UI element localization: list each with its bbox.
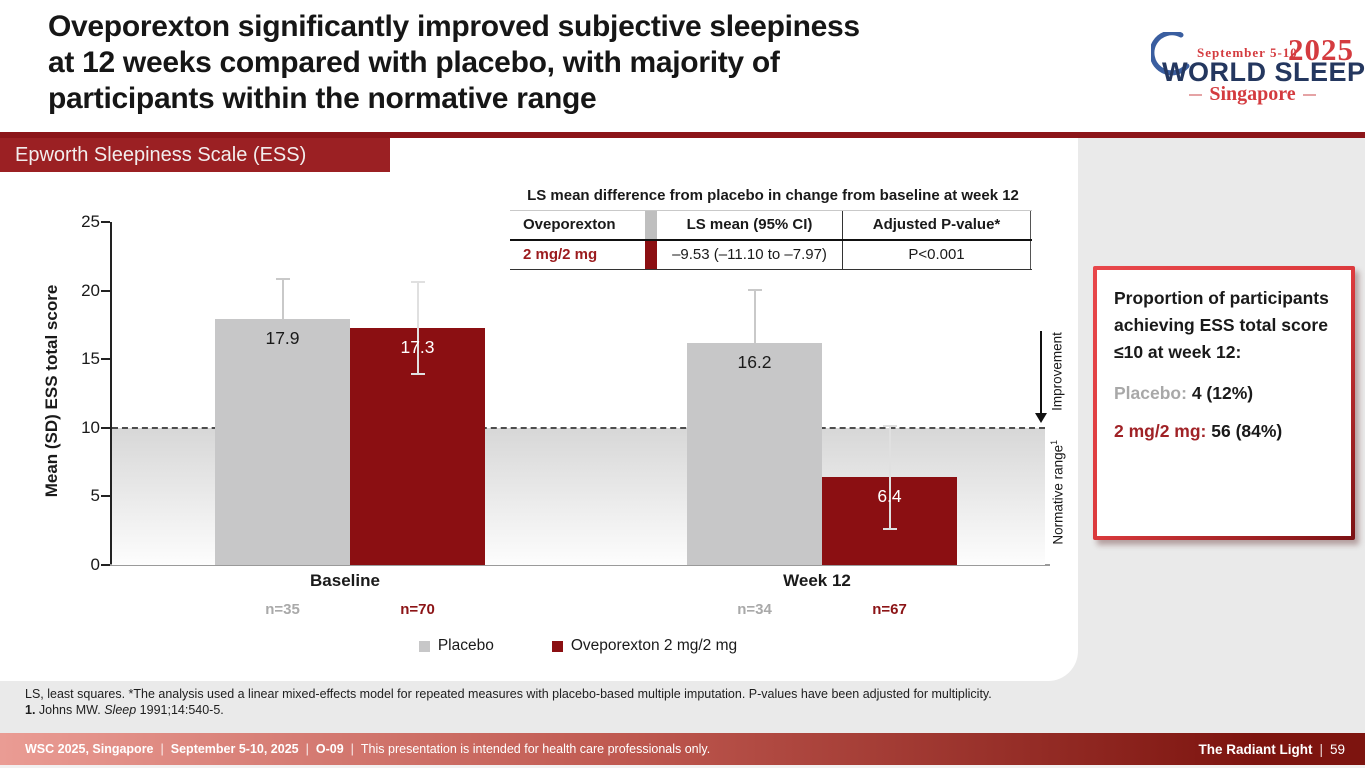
reference-journal: Sleep <box>104 703 137 717</box>
footnote-line2: 1. Johns MW. Sleep 1991;14:540-5. <box>25 702 992 718</box>
world-sleep-logo: September 5-10 2025 WORLD SLEEP Singapor… <box>1145 28 1365 108</box>
side-panel-heading: Proportion of participants achieving ESS… <box>1114 288 1329 362</box>
logo-dates: September 5-10 <box>1197 45 1298 60</box>
footer-session-code: O-09 <box>315 742 344 756</box>
footer-separator: | <box>160 742 164 756</box>
dose-value: 56 (84%) <box>1211 421 1283 441</box>
slide-bottom-edge <box>0 765 1365 768</box>
oveporexton-accent-bar <box>645 241 657 269</box>
side-panel-dose-row: 2 mg/2 mg: 56 (84%) <box>1114 421 1334 442</box>
crescent-moon-icon <box>1151 32 1190 76</box>
logo-name: WORLD SLEEP <box>1162 57 1365 87</box>
chart-panel <box>0 138 1078 681</box>
footer-separator: | <box>1319 741 1323 757</box>
footer-event: WSC 2025, Singapore <box>25 742 154 756</box>
footer-dates: September 5-10, 2025 <box>170 742 299 756</box>
footer-disclaimer: This presentation is intended for health… <box>360 742 711 756</box>
footer-right: The Radiant Light | 59 <box>1198 742 1345 757</box>
reference-citation: 1991;14:540-5. <box>136 703 224 717</box>
footnotes: LS, least squares. *The analysis used a … <box>25 686 992 718</box>
title-divider-rule <box>0 132 1365 138</box>
cell-p-value: P<0.001 <box>843 241 1031 269</box>
slide-title-line1: Oveporexton significantly improved subje… <box>48 10 860 43</box>
slide-title-line2: at 12 weeks compared with placebo, with … <box>48 46 780 79</box>
placebo-accent-bar <box>645 211 657 239</box>
reference-number: 1. <box>25 703 39 717</box>
normative-range-label: Normative range1 <box>1049 422 1066 562</box>
logo-dash-left <box>1189 93 1203 96</box>
improvement-arrow-line <box>1040 331 1042 414</box>
placebo-label: Placebo: <box>1114 383 1192 403</box>
footer-left: WSC 2025, Singapore | September 5-10, 2025… <box>25 742 710 756</box>
logo-city: Singapore <box>1145 83 1360 106</box>
dose-label: 2 mg/2 mg: <box>1114 421 1212 441</box>
improvement-label: Improvement <box>1049 332 1065 411</box>
normative-range-superscript: 1 <box>1048 439 1059 445</box>
header-ls-mean: LS mean (95% CI) <box>657 211 843 239</box>
slide-title: Oveporexton significantly improved subje… <box>48 9 860 117</box>
logo-dash-right <box>1302 93 1316 96</box>
placebo-value: 4 (12%) <box>1191 383 1254 403</box>
proportion-side-panel: Proportion of participants achieving ESS… <box>1093 266 1355 540</box>
header-oveporexton: Oveporexton <box>523 216 616 233</box>
normative-range-text: Normative range <box>1050 444 1066 545</box>
footer-brand: The Radiant Light <box>1198 741 1313 757</box>
footer-separator: | <box>350 742 354 756</box>
footer-bar: WSC 2025, Singapore | September 5-10, 2025… <box>0 733 1365 765</box>
footer-separator: | <box>305 742 309 756</box>
stats-table-data-row: 2 mg/2 mg –9.53 (–11.10 to –7.97) P<0.00… <box>510 241 1032 270</box>
cell-ls-mean: –9.53 (–11.10 to –7.97) <box>657 241 843 269</box>
cell-dose-group: 2 mg/2 mg <box>523 246 598 263</box>
section-badge: Epworth Sleepiness Scale (ESS) <box>0 138 390 172</box>
improvement-arrow-head <box>1035 413 1047 423</box>
stats-table: Oveporexton LS mean (95% CI) Adjusted P-… <box>510 210 1032 270</box>
reference-author: Johns MW. <box>38 703 105 717</box>
side-panel-placebo-row: Placebo: 4 (12%) <box>1114 383 1334 404</box>
slide-title-line3: participants within the normative range <box>48 82 597 115</box>
x-axis-line <box>110 564 1050 566</box>
page-number: 59 <box>1329 741 1345 757</box>
stats-table-title: LS mean difference from placebo in chang… <box>527 187 1019 204</box>
logo-year: 2025 <box>1288 32 1354 67</box>
stats-table-header-row: Oveporexton LS mean (95% CI) Adjusted P-… <box>510 211 1032 241</box>
footnote-line1: LS, least squares. *The analysis used a … <box>25 687 992 701</box>
y-axis-line <box>110 222 112 566</box>
y-axis-label: Mean (SD) ESS total score <box>42 284 61 498</box>
logo-city-label: Singapore <box>1209 83 1296 105</box>
header-p-value: Adjusted P-value* <box>843 211 1031 239</box>
